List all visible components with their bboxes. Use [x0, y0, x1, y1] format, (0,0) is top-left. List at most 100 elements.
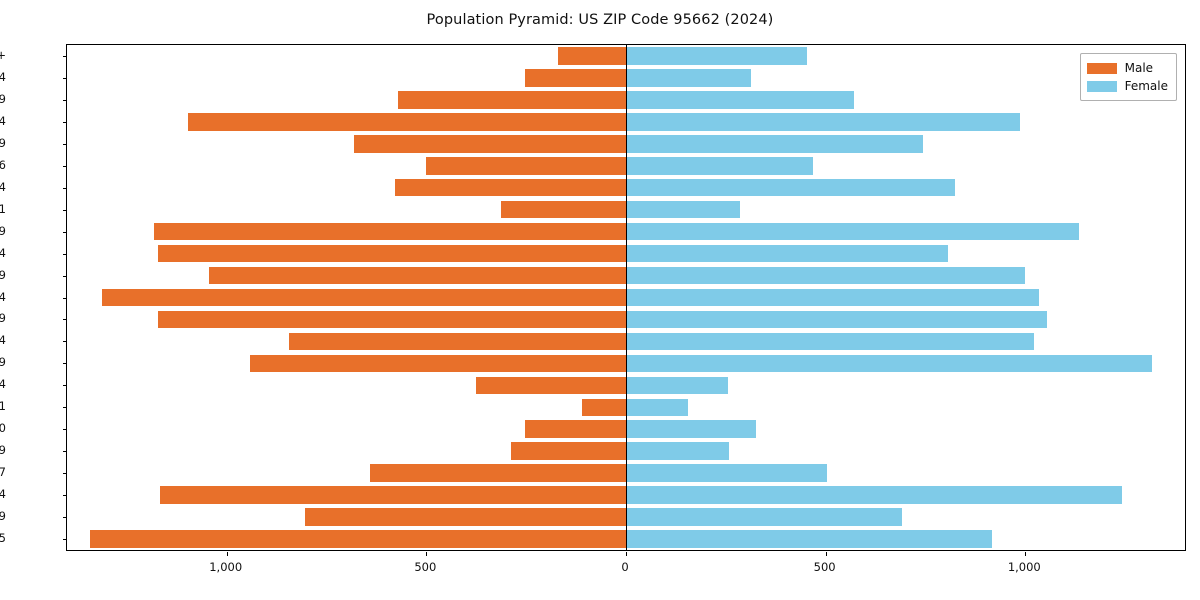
bar-female	[626, 288, 1039, 307]
bar-row	[67, 442, 1185, 460]
legend: Male Female	[1079, 53, 1177, 101]
bar-female	[626, 69, 751, 87]
bar-female	[626, 376, 729, 395]
bar-female	[626, 486, 1122, 504]
bar-row	[67, 135, 1185, 153]
bar-row	[67, 222, 1185, 241]
bar-row	[67, 310, 1185, 329]
bar-row	[67, 376, 1185, 395]
bar-female	[626, 200, 740, 219]
y-axis-tick	[63, 363, 67, 365]
y-axis-label: 15-17	[0, 465, 6, 480]
plot-inner	[67, 45, 1185, 550]
x-axis-tick	[825, 552, 827, 556]
bar-male	[557, 47, 626, 65]
y-axis-label: 20	[0, 421, 6, 436]
y-axis-label: 21	[0, 399, 6, 414]
bar-row	[67, 354, 1185, 373]
legend-label-female: Female	[1124, 79, 1168, 93]
y-axis-label: 18-19	[0, 443, 6, 458]
bar-female	[626, 332, 1034, 351]
bar-male	[511, 442, 626, 460]
y-axis-label: 80-84	[0, 69, 6, 84]
bar-row	[67, 156, 1185, 175]
x-axis-label: 1,000	[1007, 560, 1041, 574]
bar-row	[67, 332, 1185, 351]
y-axis-tick	[63, 517, 67, 519]
y-axis-label: 5-9	[0, 509, 6, 524]
bar-female	[626, 135, 924, 153]
bar-male	[369, 464, 626, 482]
y-axis-label: 65-66	[0, 157, 6, 172]
y-axis-label: 75-79	[0, 91, 6, 106]
bar-row	[67, 398, 1185, 417]
x-axis-tick	[426, 552, 428, 556]
bar-male	[187, 113, 626, 131]
y-axis-tick	[63, 253, 67, 255]
bar-male	[395, 178, 626, 197]
bar-row	[67, 47, 1185, 65]
bar-male	[101, 288, 626, 307]
bar-female	[626, 398, 688, 417]
y-axis-label: 85+	[0, 47, 6, 62]
bar-female	[626, 530, 993, 548]
bar-female	[626, 47, 807, 65]
bar-row	[67, 266, 1185, 285]
y-axis-tick	[63, 55, 67, 57]
y-axis-label: 22-24	[0, 377, 6, 392]
x-axis-label: 0	[621, 560, 629, 574]
bar-female	[626, 420, 757, 439]
bar-male	[250, 354, 626, 373]
bar-male	[426, 156, 626, 175]
y-axis-tick	[63, 165, 67, 167]
y-axis-label: 25-29	[0, 355, 6, 370]
y-axis-label: 35-39	[0, 311, 6, 326]
y-axis-tick	[63, 473, 67, 475]
y-axis-tick	[63, 385, 67, 387]
legend-item-male: Male	[1086, 59, 1168, 77]
bar-male	[475, 376, 626, 395]
x-axis-tick	[226, 552, 228, 556]
y-axis-tick	[63, 495, 67, 497]
bar-female	[626, 310, 1048, 329]
bar-male	[525, 69, 626, 87]
bar-row	[67, 530, 1185, 548]
bar-row	[67, 91, 1185, 109]
bar-male	[501, 200, 626, 219]
bar-male	[581, 398, 626, 417]
zero-axis-line	[626, 45, 627, 550]
bar-female	[626, 508, 903, 526]
y-axis-tick	[63, 143, 67, 145]
x-axis-label: 500	[414, 560, 437, 574]
bar-row	[67, 200, 1185, 219]
bar-row	[67, 178, 1185, 197]
bar-male	[158, 310, 626, 329]
bar-male	[305, 508, 626, 526]
bar-male	[398, 91, 626, 109]
bar-female	[626, 156, 813, 175]
bar-male	[154, 222, 626, 241]
legend-swatch-male	[1086, 62, 1117, 74]
y-axis-label: 45-49	[0, 267, 6, 282]
bar-male	[160, 486, 626, 504]
bar-female	[626, 266, 1026, 285]
y-axis-tick	[63, 121, 67, 123]
bar-female	[626, 113, 1021, 131]
bar-female	[626, 442, 730, 460]
y-axis-tick	[63, 187, 67, 189]
y-axis-label: Under 5	[0, 531, 6, 546]
bar-row	[67, 464, 1185, 482]
bar-male	[353, 135, 626, 153]
bar-male	[90, 530, 626, 548]
y-axis-tick	[63, 99, 67, 101]
x-axis-label: 500	[813, 560, 836, 574]
legend-item-female: Female	[1086, 77, 1168, 95]
bar-female	[626, 244, 948, 263]
bar-row	[67, 486, 1185, 504]
y-axis-label: 40-44	[0, 289, 6, 304]
bar-female	[626, 91, 854, 109]
y-axis-tick	[63, 77, 67, 79]
legend-label-male: Male	[1124, 61, 1154, 75]
y-axis-tick	[63, 429, 67, 431]
